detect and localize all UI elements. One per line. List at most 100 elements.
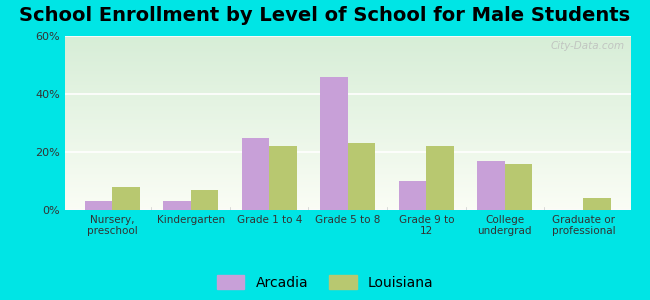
Bar — [65, 64, 630, 65]
Bar — [65, 85, 630, 87]
Bar — [348, 143, 375, 210]
Bar — [65, 187, 630, 188]
Bar — [65, 98, 630, 100]
Bar — [65, 65, 630, 67]
Bar — [65, 78, 630, 80]
Bar — [65, 111, 630, 113]
Bar — [65, 48, 630, 49]
Bar — [65, 175, 630, 177]
Bar — [65, 198, 630, 200]
Bar — [65, 49, 630, 50]
Bar — [65, 196, 630, 197]
Bar — [65, 97, 630, 98]
Bar — [65, 168, 630, 170]
Bar — [65, 43, 630, 45]
Bar — [65, 137, 630, 139]
Bar — [65, 62, 630, 64]
Bar — [65, 59, 630, 61]
Bar — [65, 162, 630, 164]
Bar — [65, 61, 630, 62]
Bar — [65, 179, 630, 181]
Bar — [65, 90, 630, 91]
Bar — [65, 68, 630, 69]
Bar — [65, 119, 630, 120]
Bar — [65, 109, 630, 110]
Bar — [65, 151, 630, 152]
Bar — [65, 169, 630, 171]
Bar — [65, 190, 630, 191]
Bar — [65, 80, 630, 81]
Bar — [65, 158, 630, 159]
Bar — [65, 75, 630, 76]
Bar — [426, 146, 454, 210]
Bar — [65, 130, 630, 132]
Bar — [65, 185, 630, 187]
Bar — [399, 181, 426, 210]
Bar — [190, 190, 218, 210]
Bar — [65, 193, 630, 194]
Bar — [65, 52, 630, 53]
Bar — [65, 88, 630, 90]
Bar — [65, 156, 630, 158]
Bar — [65, 40, 630, 42]
Bar — [65, 155, 630, 156]
Bar — [163, 201, 190, 210]
Bar — [65, 103, 630, 104]
Bar — [65, 167, 630, 168]
Bar — [65, 146, 630, 148]
Bar — [65, 107, 630, 109]
Bar — [65, 95, 630, 97]
Bar — [65, 53, 630, 55]
Bar — [65, 171, 630, 172]
Bar — [65, 132, 630, 133]
Bar — [65, 74, 630, 75]
Text: City-Data.com: City-Data.com — [551, 41, 625, 51]
Bar — [65, 142, 630, 143]
Bar — [65, 159, 630, 161]
Bar — [269, 146, 296, 210]
Bar — [65, 197, 630, 198]
Bar — [65, 208, 630, 210]
Bar — [65, 87, 630, 88]
Bar — [65, 69, 630, 71]
Bar — [65, 113, 630, 114]
Bar — [65, 76, 630, 78]
Bar — [65, 148, 630, 149]
Text: School Enrollment by Level of School for Male Students: School Enrollment by Level of School for… — [20, 6, 630, 25]
Bar — [477, 161, 505, 210]
Bar — [65, 39, 630, 40]
Bar — [65, 188, 630, 190]
Bar — [65, 126, 630, 127]
Bar — [65, 93, 630, 94]
Bar — [65, 122, 630, 123]
Bar — [65, 124, 630, 126]
Bar — [65, 182, 630, 184]
Bar — [65, 201, 630, 203]
Bar — [65, 91, 630, 93]
Bar — [84, 201, 112, 210]
Bar — [65, 71, 630, 72]
Bar — [65, 45, 630, 46]
Bar — [65, 56, 630, 58]
Bar — [65, 127, 630, 129]
Bar — [65, 181, 630, 182]
Bar — [65, 149, 630, 151]
Bar — [65, 174, 630, 175]
Bar — [65, 152, 630, 154]
Bar — [65, 129, 630, 130]
Bar — [65, 106, 630, 107]
Bar — [65, 38, 630, 39]
Bar — [65, 100, 630, 101]
Bar — [65, 94, 630, 95]
Bar — [65, 178, 630, 179]
Bar — [65, 165, 630, 166]
Bar — [65, 140, 630, 142]
Bar — [65, 104, 630, 106]
Bar — [65, 101, 630, 103]
Bar — [65, 203, 630, 204]
Legend: Arcadia, Louisiana: Arcadia, Louisiana — [216, 275, 434, 290]
Bar — [65, 36, 630, 38]
Bar — [65, 110, 630, 111]
Bar — [65, 154, 630, 155]
Bar — [65, 145, 630, 146]
